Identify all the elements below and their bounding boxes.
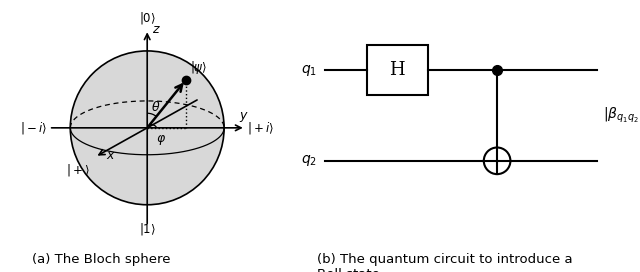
- Text: (a) The Bloch sphere: (a) The Bloch sphere: [32, 253, 170, 266]
- Text: $q_2$: $q_2$: [301, 153, 317, 168]
- Circle shape: [70, 51, 224, 205]
- FancyBboxPatch shape: [367, 45, 428, 95]
- Text: (b) The quantum circuit to introduce a
Bell state: (b) The quantum circuit to introduce a B…: [317, 253, 572, 272]
- Text: $\varphi$: $\varphi$: [156, 133, 166, 147]
- Text: $\theta$: $\theta$: [151, 100, 161, 114]
- Text: $|\psi\rangle$: $|\psi\rangle$: [189, 58, 207, 76]
- Text: $y$: $y$: [239, 110, 250, 124]
- Text: $|+\rangle$: $|+\rangle$: [66, 162, 90, 178]
- Text: $|-i\rangle$: $|-i\rangle$: [20, 120, 47, 136]
- Circle shape: [484, 147, 511, 174]
- Text: $x$: $x$: [106, 149, 115, 162]
- Text: $|\beta_{q_1 q_2}\rangle$: $|\beta_{q_1 q_2}\rangle$: [603, 106, 640, 125]
- Text: H: H: [390, 61, 405, 79]
- Text: $|0\rangle$: $|0\rangle$: [139, 10, 156, 26]
- Text: $|1\rangle$: $|1\rangle$: [139, 221, 156, 237]
- Text: $q_1$: $q_1$: [301, 63, 317, 78]
- Text: $|+i\rangle$: $|+i\rangle$: [247, 120, 275, 136]
- Text: $z$: $z$: [152, 23, 161, 36]
